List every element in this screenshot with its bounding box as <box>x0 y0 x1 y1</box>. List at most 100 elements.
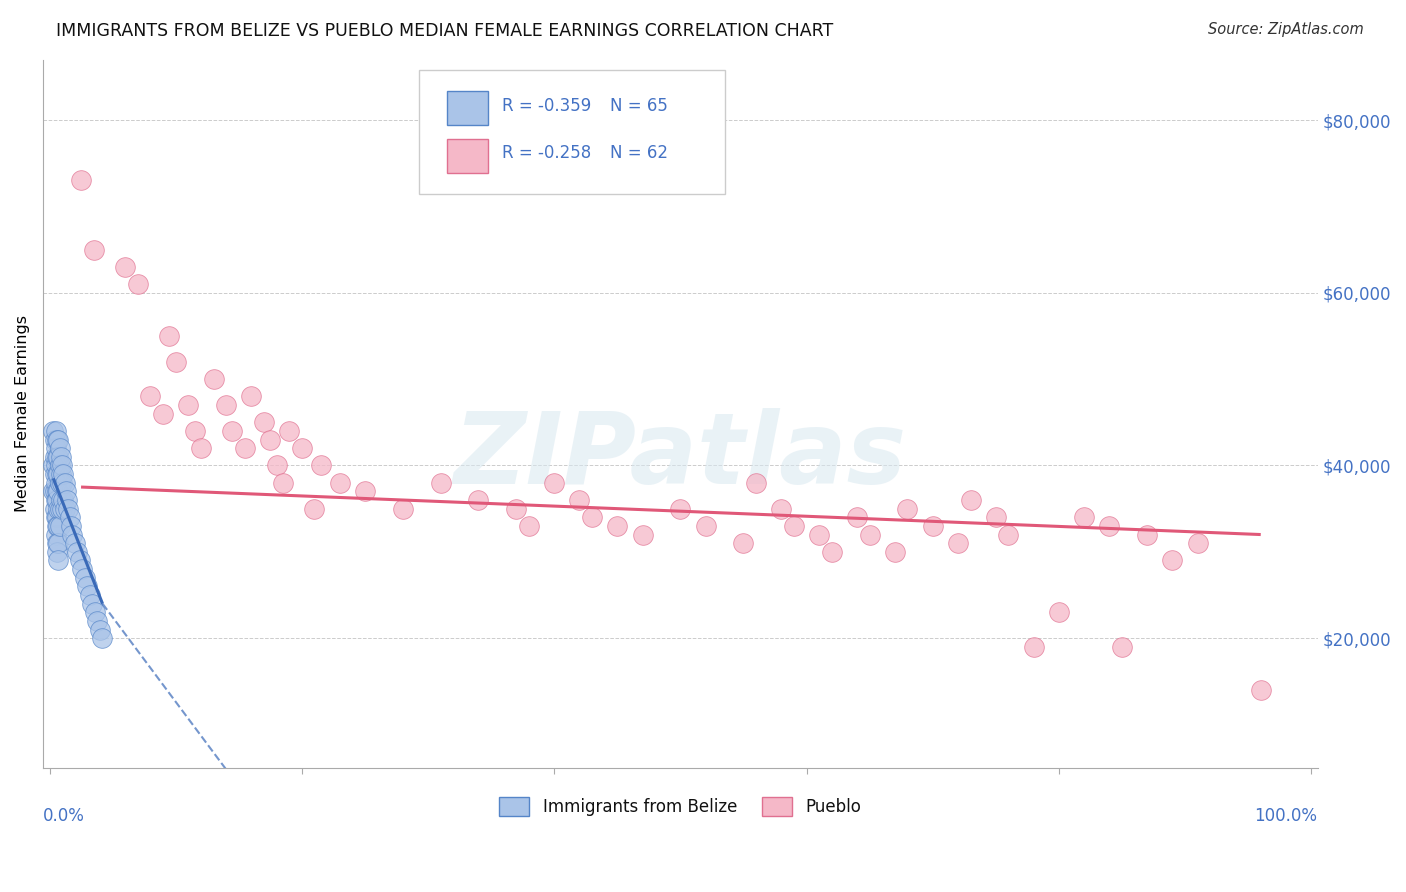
Point <box>46 484 69 499</box>
Text: N = 65: N = 65 <box>610 96 668 115</box>
Y-axis label: Median Female Earnings: Median Female Earnings <box>15 315 30 512</box>
Point <box>568 493 591 508</box>
Point <box>79 588 101 602</box>
Point <box>51 475 73 490</box>
Point <box>60 527 83 541</box>
Point <box>517 519 540 533</box>
Text: 0.0%: 0.0% <box>44 806 86 824</box>
Point <box>770 501 793 516</box>
Point <box>52 467 75 482</box>
Point <box>240 389 263 403</box>
Point <box>46 519 69 533</box>
Point <box>45 424 67 438</box>
Point <box>46 493 69 508</box>
Point <box>72 562 94 576</box>
Point <box>46 433 69 447</box>
Point <box>467 493 489 508</box>
Point <box>152 407 174 421</box>
Point <box>53 501 76 516</box>
Point <box>391 501 413 516</box>
Point <box>46 450 69 464</box>
Point <box>695 519 717 533</box>
Point <box>139 389 162 403</box>
Point <box>89 623 111 637</box>
Point <box>46 536 69 550</box>
Point <box>84 605 107 619</box>
Point <box>921 519 943 533</box>
Point <box>606 519 628 533</box>
Point <box>46 450 69 464</box>
Point <box>48 458 70 473</box>
Point <box>59 519 82 533</box>
Point <box>1161 553 1184 567</box>
Point <box>984 510 1007 524</box>
Point <box>45 441 67 455</box>
Point <box>45 458 67 473</box>
Point <box>783 519 806 533</box>
Point <box>669 501 692 516</box>
Point <box>215 398 238 412</box>
Point <box>73 571 96 585</box>
Point <box>91 631 114 645</box>
Point <box>1047 605 1070 619</box>
Point <box>49 450 72 464</box>
Point <box>46 519 69 533</box>
Text: 100.0%: 100.0% <box>1254 806 1317 824</box>
Point <box>165 355 187 369</box>
Point <box>221 424 243 438</box>
Point <box>429 475 451 490</box>
Point <box>1250 683 1272 698</box>
Point <box>70 173 93 187</box>
Point <box>959 493 981 508</box>
Point <box>59 510 82 524</box>
Point <box>1073 510 1095 524</box>
Point <box>48 441 70 455</box>
Point <box>157 329 180 343</box>
Point <box>46 467 69 482</box>
Legend: Immigrants from Belize, Pueblo: Immigrants from Belize, Pueblo <box>492 790 868 823</box>
Point <box>46 510 69 524</box>
Point <box>45 510 67 524</box>
Point <box>631 527 654 541</box>
Point <box>49 493 72 508</box>
Point <box>266 458 288 473</box>
Point <box>114 260 136 274</box>
Text: R = -0.359: R = -0.359 <box>502 96 591 115</box>
Point <box>51 501 73 516</box>
Point <box>44 450 66 464</box>
Point <box>44 433 66 447</box>
Point <box>48 475 70 490</box>
Point <box>86 614 108 628</box>
Point <box>329 475 352 490</box>
Point <box>53 475 76 490</box>
Point <box>291 441 314 455</box>
Point <box>997 527 1019 541</box>
Point <box>48 519 70 533</box>
Point <box>66 545 89 559</box>
Point <box>69 553 91 567</box>
Point <box>177 398 200 412</box>
Point <box>45 493 67 508</box>
Point <box>543 475 565 490</box>
Point <box>733 536 755 550</box>
Point <box>44 501 66 516</box>
Point <box>46 536 69 550</box>
Point <box>63 536 86 550</box>
Point <box>45 475 67 490</box>
Point <box>309 458 332 473</box>
Point <box>233 441 256 455</box>
Text: R = -0.258: R = -0.258 <box>502 145 591 162</box>
Point <box>883 545 905 559</box>
Point <box>190 441 212 455</box>
Text: Source: ZipAtlas.com: Source: ZipAtlas.com <box>1208 22 1364 37</box>
Point <box>83 243 105 257</box>
Point <box>58 501 80 516</box>
Point <box>808 527 831 541</box>
Point <box>46 501 69 516</box>
Point <box>44 484 66 499</box>
FancyBboxPatch shape <box>447 92 488 126</box>
Point <box>76 579 98 593</box>
Point <box>44 467 66 482</box>
Point <box>127 277 149 292</box>
Point <box>858 527 880 541</box>
